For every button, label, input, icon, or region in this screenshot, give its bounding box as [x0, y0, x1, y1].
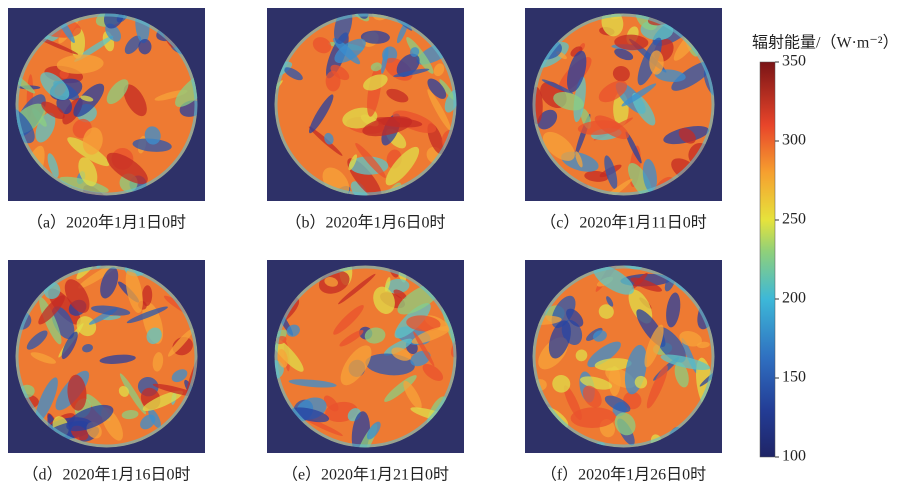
- colorbar-tick-label: 300: [782, 132, 806, 149]
- cloud-pattern: [317, 234, 341, 250]
- colorbar: [760, 62, 775, 457]
- satellite-panel: [244, 0, 482, 226]
- satellite-panel: [236, 234, 489, 480]
- satellite-panel: [0, 1, 218, 228]
- figure: 辐射能量/（W·m⁻²） （a）2020年1月1日0时 （b）2020年1月6日0…: [0, 0, 915, 487]
- cloud-pattern: [597, 0, 634, 9]
- cloud-pattern: [668, 228, 688, 263]
- satellite-panel: [518, 228, 724, 487]
- panel-caption: （e）2020年1月21日0时: [282, 466, 449, 484]
- panel-caption: （c）2020年1月11日0时: [540, 214, 707, 232]
- colorbar-tick-label: 150: [782, 369, 806, 386]
- colorbar-title: 辐射能量/（W·m⁻²）: [752, 34, 899, 52]
- panel-caption: （d）2020年1月16日0时: [22, 466, 190, 484]
- colorbar-tick-label: 250: [782, 211, 806, 228]
- panel-caption: （b）2020年1月6日0时: [285, 214, 445, 232]
- colorbar-tick-label: 350: [782, 53, 806, 70]
- panel-caption: （f）2020年1月26日0时: [541, 466, 706, 484]
- satellite-panel: [525, 0, 739, 216]
- colorbar-tick-label: 100: [782, 448, 806, 465]
- colorbar-tick-label: 200: [782, 290, 806, 307]
- panel-caption: （a）2020年1月1日0时: [27, 214, 186, 232]
- satellite-panel: [0, 224, 221, 461]
- cloud-pattern: [236, 376, 260, 418]
